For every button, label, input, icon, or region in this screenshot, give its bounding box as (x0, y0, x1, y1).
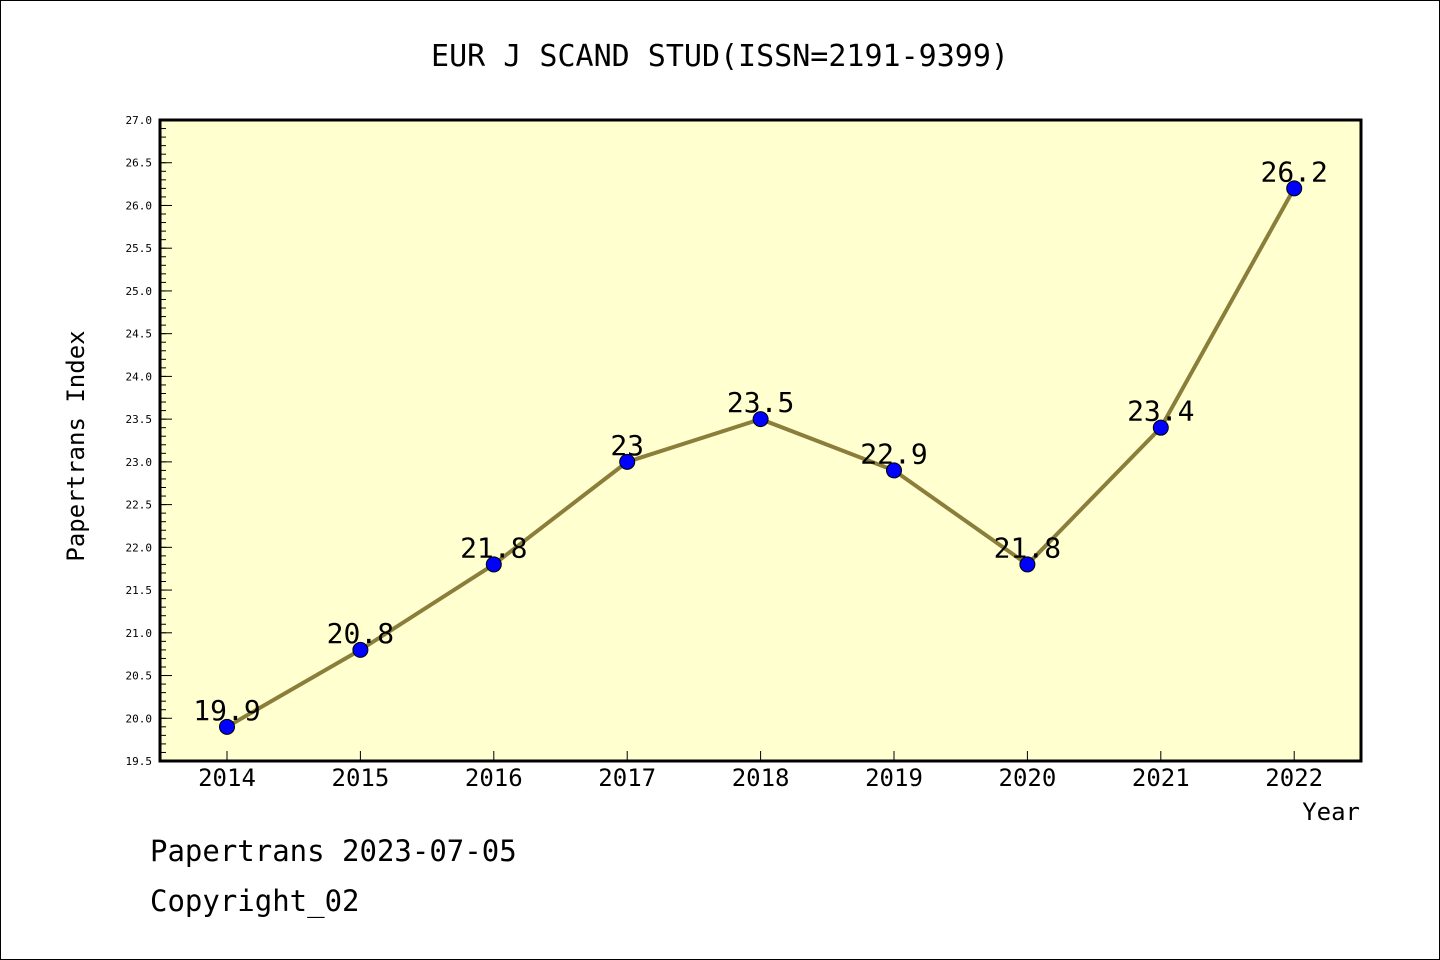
data-label: 23.5 (727, 386, 794, 419)
x-tick-label: 2021 (1132, 764, 1190, 792)
data-point-marker (219, 718, 235, 735)
data-point-marker (752, 411, 769, 428)
data-point-marker (352, 641, 369, 658)
y-tick-label: 26.0 (126, 199, 153, 212)
data-point-marker (1152, 419, 1169, 436)
footer-copyright-text: Copyright_02 (150, 884, 360, 918)
x-tick-label: 2017 (598, 764, 656, 792)
y-tick-label: 26.5 (126, 157, 153, 170)
y-tick-label: 25.0 (126, 285, 153, 298)
x-tick-label: 2014 (198, 764, 256, 792)
y-axis-label: Papertrans Index (62, 330, 90, 561)
y-tick-label: 24.0 (126, 370, 153, 383)
y-tick-label: 22.0 (126, 541, 153, 554)
data-point-marker (485, 556, 502, 573)
data-label: 23 (610, 429, 644, 462)
data-point-marker (619, 453, 636, 470)
y-tick-label: 23.5 (126, 413, 153, 426)
y-tick-label: 19.5 (126, 755, 153, 768)
x-tick-label: 2016 (465, 764, 523, 792)
data-label: 23.4 (1127, 395, 1194, 428)
y-tick-label: 25.5 (126, 242, 153, 255)
y-tick-label: 20.5 (126, 670, 153, 683)
x-tick-label: 2020 (999, 764, 1057, 792)
data-label: 21.8 (994, 531, 1061, 564)
data-label: 19.9 (193, 694, 260, 727)
y-tick-label: 21.5 (126, 584, 153, 597)
y-tick-label: 27.0 (126, 114, 153, 127)
y-tick-label: 20.0 (126, 712, 153, 725)
y-tick-label: 21.0 (126, 627, 153, 640)
data-label: 21.8 (460, 531, 527, 564)
y-axis-ticks: 19.5 20.0 20.5 21.0 21.5 22.0 22.5 23.0 23.5 24.0… (126, 114, 172, 768)
y-tick-label: 23.0 (126, 456, 153, 469)
plot-area (158, 118, 1363, 763)
data-label: 26.2 (1260, 155, 1327, 188)
data-point-marker (1286, 180, 1303, 197)
x-tick-label: 2015 (332, 764, 390, 792)
chart-title: EUR J SCAND STUD(ISSN=2191-9399) (431, 39, 1009, 74)
data-label: 20.8 (327, 617, 394, 650)
x-tick-label: 2022 (1265, 764, 1323, 792)
x-axis-ticks: 2014 2015 2016 2017 2018 2019 2020 2021 2022 (198, 751, 1323, 792)
series-layer: 19.9 20.8 21.8 23 23.5 22.9 21.8 23.4 26.2 (193, 155, 1328, 735)
footer-date-text: Papertrans 2023-07-05 (150, 834, 517, 868)
data-point-marker (886, 462, 902, 479)
y-tick-label: 22.5 (126, 499, 153, 512)
data-point-marker (1019, 556, 1036, 573)
y-tick-label: 24.5 (126, 328, 153, 341)
x-tick-label: 2018 (732, 764, 790, 792)
data-label: 22.9 (860, 437, 927, 470)
x-tick-label: 2019 (865, 764, 923, 792)
x-axis-label: Year (1302, 798, 1360, 826)
